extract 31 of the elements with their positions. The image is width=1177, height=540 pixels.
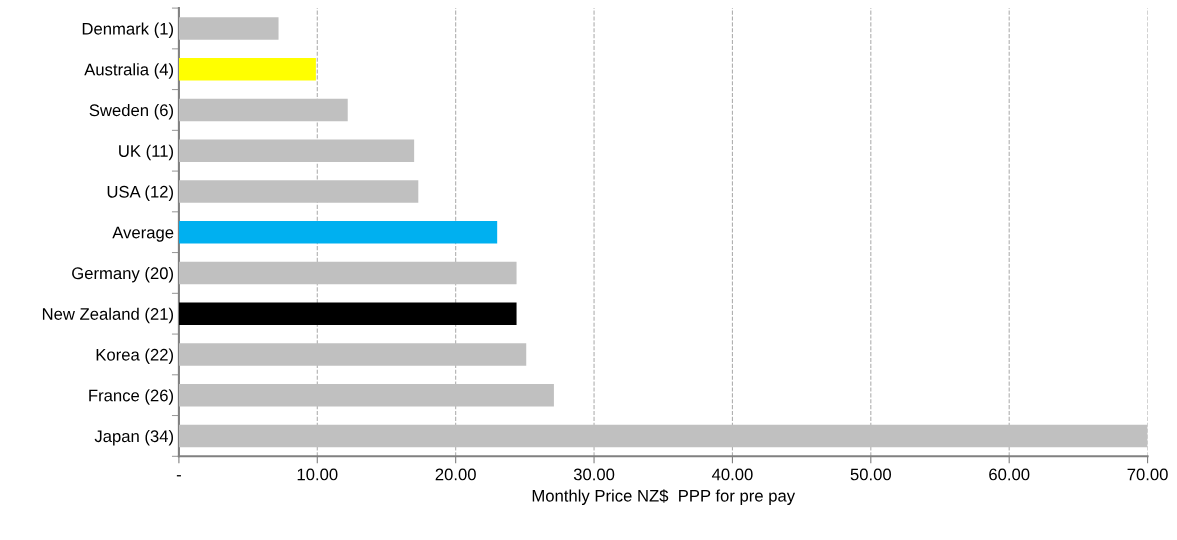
bar bbox=[178, 139, 415, 162]
bar bbox=[178, 343, 527, 366]
y-tick-label: France (26) bbox=[89, 389, 174, 405]
x-tick-label: 70.00 bbox=[1127, 468, 1168, 481]
y-tick-label: Denmark (1) bbox=[82, 22, 174, 38]
bar bbox=[178, 302, 517, 325]
x-tick-label: - bbox=[176, 475, 181, 477]
bar bbox=[178, 383, 554, 407]
x-axis-title: Monthly Price NZ$ PPP for pre pay bbox=[532, 489, 796, 505]
x-tick-label: 40.00 bbox=[711, 468, 753, 481]
bar bbox=[178, 98, 348, 122]
x-tick-label: 60.00 bbox=[989, 468, 1030, 481]
y-tick-label: Sweden (6) bbox=[89, 103, 174, 120]
bar bbox=[178, 424, 1148, 448]
x-tick-label: 30.00 bbox=[573, 468, 615, 481]
y-tick-label: Average bbox=[112, 226, 174, 242]
y-tick-label: UK (11) bbox=[119, 144, 174, 161]
y-tick-label: Korea (22) bbox=[96, 348, 174, 364]
x-tick-label: 10.00 bbox=[297, 468, 338, 481]
bar bbox=[178, 17, 279, 40]
x-tick-label: 20.00 bbox=[435, 468, 476, 481]
y-tick-label: Germany (20) bbox=[72, 266, 174, 283]
y-tick-label: New Zealand (21) bbox=[42, 307, 174, 324]
y-tick-label: USA (12) bbox=[107, 185, 174, 201]
bar bbox=[178, 261, 517, 285]
x-tick-label: 50.00 bbox=[850, 468, 892, 481]
bar bbox=[178, 180, 419, 203]
y-tick-label: Japan (34) bbox=[94, 429, 174, 446]
bar bbox=[178, 58, 316, 81]
bar bbox=[178, 221, 498, 244]
y-tick-label: Australia (4) bbox=[84, 63, 174, 79]
